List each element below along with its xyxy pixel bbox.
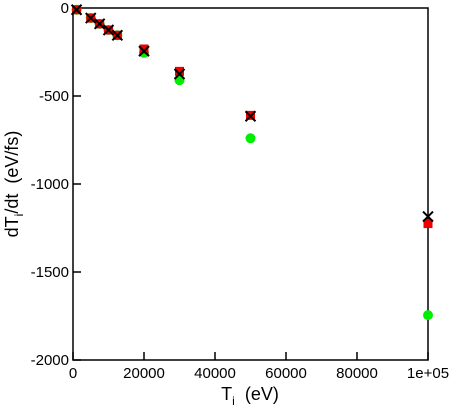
point [175, 66, 184, 76]
plot-frame [72, 7, 429, 361]
point [111, 29, 124, 41]
point [85, 12, 97, 24]
y-tick-label: 0 [61, 0, 69, 17]
x-axis-label: Ti (eV) [221, 384, 279, 408]
y-tick-label: -1500 [31, 264, 69, 281]
point [244, 110, 257, 122]
point [423, 219, 433, 229]
x-tick-label: 20000 [123, 365, 165, 382]
x-tick-label: 1e+05 [407, 365, 449, 382]
x-tick-label: 0 [69, 365, 77, 382]
x-tick-label: 60000 [265, 365, 307, 382]
x-tick-label: 80000 [336, 365, 378, 382]
point [138, 45, 150, 57]
point [173, 68, 186, 80]
point [139, 44, 149, 54]
point [102, 24, 115, 36]
y-tick-label: -1000 [31, 176, 69, 193]
y-tick-label: -2000 [31, 352, 69, 369]
point [423, 310, 433, 321]
y-tick-label: -500 [39, 88, 69, 105]
x-tick-label: 40000 [194, 365, 236, 382]
point [70, 4, 83, 16]
y-axis-label: dTi/dt (eV/fs) [2, 131, 26, 238]
point [245, 133, 256, 144]
point [93, 18, 106, 30]
point [422, 210, 434, 223]
